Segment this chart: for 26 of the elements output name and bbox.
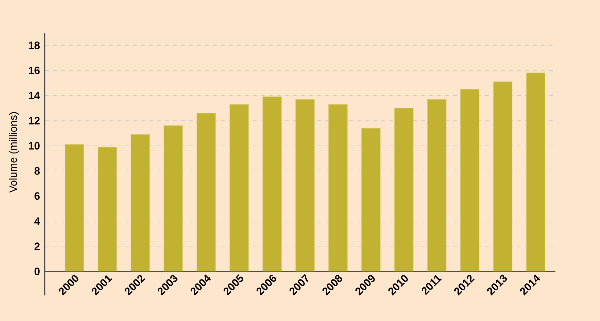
bar <box>427 99 447 272</box>
bar <box>98 147 118 272</box>
bar <box>130 134 150 272</box>
y-tick-label: 4 <box>34 218 40 226</box>
y-tick-label: 16 <box>29 66 40 74</box>
y-tick-label: 12 <box>29 117 40 125</box>
bar <box>493 82 513 272</box>
bar <box>362 128 381 272</box>
y-tick-label: 2 <box>34 242 40 250</box>
bar <box>460 89 480 272</box>
bar <box>230 104 250 272</box>
bar <box>394 108 414 272</box>
bar <box>526 72 546 272</box>
y-tick-label: 0 <box>34 268 40 276</box>
y-tick-label: 8 <box>34 167 40 175</box>
y-tick-label: 18 <box>29 42 40 50</box>
bar <box>164 126 184 272</box>
bar <box>296 99 315 272</box>
y-axis-title: Volume (millions) <box>9 112 20 193</box>
y-tick-label: 10 <box>29 142 40 150</box>
bar <box>262 96 282 272</box>
y-tick-label: 14 <box>29 92 40 100</box>
bar <box>65 144 84 272</box>
bar <box>196 113 216 272</box>
y-tick-label: 6 <box>34 192 40 200</box>
bar <box>328 104 348 272</box>
